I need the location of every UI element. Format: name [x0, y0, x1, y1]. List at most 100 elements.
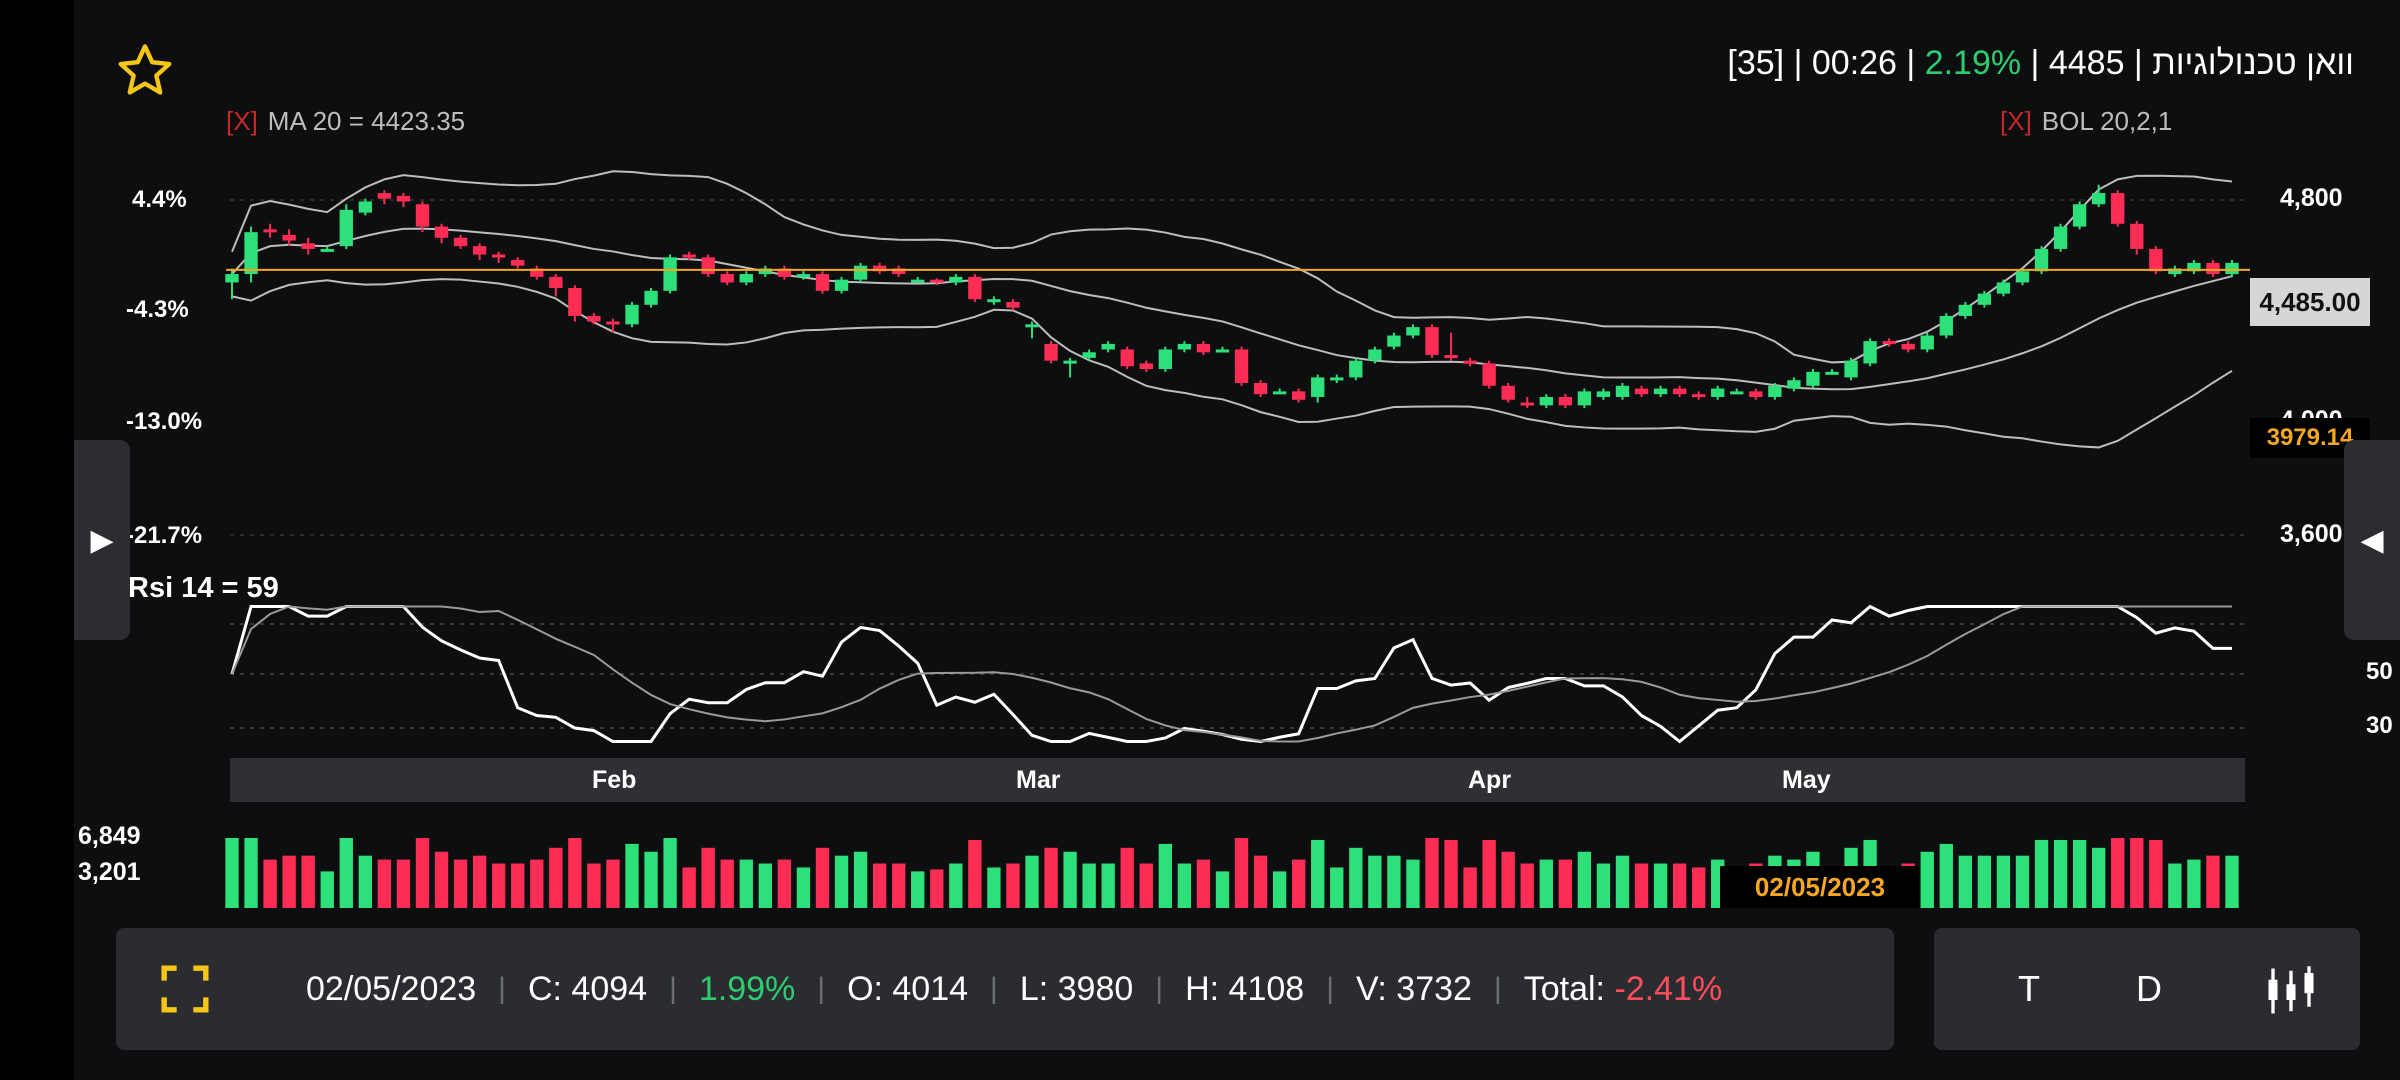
candle-body[interactable]	[1558, 396, 1572, 406]
candle-body[interactable]	[1196, 343, 1211, 353]
candle-body[interactable]	[796, 274, 811, 278]
candle-body[interactable]	[872, 265, 887, 272]
candle-body[interactable]	[987, 299, 1001, 303]
candle-body[interactable]	[1768, 385, 1782, 397]
candle-body[interactable]	[2111, 193, 2125, 224]
candle-body[interactable]	[1349, 360, 1363, 378]
candle-body[interactable]	[1730, 391, 1744, 395]
candle-body[interactable]	[2053, 226, 2068, 249]
candle-body[interactable]	[1444, 355, 1458, 359]
candle-body[interactable]	[1501, 385, 1515, 400]
candle-body[interactable]	[396, 195, 411, 202]
candle-body[interactable]	[1901, 343, 1915, 350]
candle-body[interactable]	[1368, 349, 1382, 361]
candle-body[interactable]	[2187, 262, 2201, 272]
candle-body[interactable]	[434, 226, 449, 238]
candle-body[interactable]	[1672, 388, 1687, 395]
candle-body[interactable]	[853, 265, 868, 280]
remove-ma-button[interactable]: [X]	[226, 106, 258, 136]
arrow-left-icon[interactable]: ▶	[74, 440, 130, 640]
candle-body[interactable]	[2072, 204, 2087, 227]
candle-body[interactable]	[968, 276, 982, 300]
candle-body[interactable]	[682, 254, 696, 258]
candle-body[interactable]	[1692, 394, 1706, 398]
candle-body[interactable]	[492, 254, 506, 258]
candle-body[interactable]	[1425, 327, 1439, 356]
candle-body[interactable]	[1101, 343, 1115, 350]
candle-body[interactable]	[1996, 282, 2011, 294]
candle-body[interactable]	[1177, 343, 1192, 350]
candle-body[interactable]	[1577, 391, 1592, 406]
candle-body[interactable]	[587, 315, 601, 322]
candle-body[interactable]	[339, 209, 353, 247]
candle-body[interactable]	[1653, 388, 1668, 395]
candle-body[interactable]	[758, 268, 772, 275]
candle-body[interactable]	[1234, 349, 1249, 383]
candle-body[interactable]	[320, 248, 334, 252]
candle-body[interactable]	[663, 257, 677, 291]
candle-body[interactable]	[1596, 391, 1611, 397]
candle-body[interactable]	[1311, 377, 1325, 397]
candle-body[interactable]	[1082, 352, 1096, 358]
candle-body[interactable]	[720, 274, 734, 283]
candle-body[interactable]	[1920, 335, 1934, 350]
candle-body[interactable]	[1463, 360, 1477, 364]
remove-bol-button[interactable]: [X]	[2000, 106, 2032, 136]
candle-body[interactable]	[225, 274, 239, 283]
candle-body[interactable]	[358, 201, 372, 213]
star-icon[interactable]	[114, 40, 176, 102]
candle-body[interactable]	[301, 243, 315, 249]
candle-body[interactable]	[377, 193, 392, 199]
candle-body[interactable]	[930, 279, 944, 283]
candle-body[interactable]	[2034, 248, 2049, 272]
candle-body[interactable]	[2225, 262, 2239, 275]
candle-body[interactable]	[1387, 335, 1401, 347]
candle-body[interactable]	[1139, 363, 1153, 370]
candle-body[interactable]	[949, 276, 963, 283]
candle-body[interactable]	[1520, 402, 1534, 406]
candle-body[interactable]	[644, 290, 658, 305]
candle-body[interactable]	[2149, 248, 2163, 272]
candle-body[interactable]	[2092, 193, 2106, 205]
bol-indicator[interactable]: [X] BOL 20,2,1	[2000, 106, 2172, 137]
candle-body[interactable]	[2206, 262, 2220, 275]
arrow-right-icon[interactable]: ◀	[2344, 440, 2400, 640]
candle-body[interactable]	[1120, 349, 1134, 367]
candle-body[interactable]	[834, 279, 849, 291]
candle-body[interactable]	[1615, 385, 1630, 397]
candle-body[interactable]	[739, 274, 753, 283]
candle-body[interactable]	[1634, 388, 1649, 395]
candle-body[interactable]	[1253, 383, 1268, 395]
candle-body[interactable]	[1539, 396, 1553, 406]
candle-body[interactable]	[1939, 315, 1953, 336]
candle-body[interactable]	[568, 288, 582, 316]
candle-body[interactable]	[2168, 268, 2182, 275]
candle-body[interactable]	[1215, 349, 1230, 353]
candle-body[interactable]	[1882, 341, 1896, 345]
candle-body[interactable]	[1482, 363, 1496, 386]
ma-indicator[interactable]: [X] MA 20 = 4423.35	[226, 106, 465, 137]
candle-body[interactable]	[282, 234, 296, 241]
candle-body[interactable]	[472, 246, 487, 255]
candle-body[interactable]	[1158, 349, 1172, 370]
candle-body[interactable]	[1406, 327, 1420, 336]
candle-body[interactable]	[549, 276, 563, 289]
candle-body[interactable]	[1749, 391, 1763, 397]
candle-body[interactable]	[1330, 377, 1344, 381]
candle-body[interactable]	[2130, 223, 2144, 249]
candle-body[interactable]	[892, 268, 906, 275]
candle-body[interactable]	[1787, 380, 1801, 389]
candle-body[interactable]	[625, 304, 639, 325]
candle-body[interactable]	[511, 260, 525, 266]
candle-body[interactable]	[701, 257, 715, 275]
candle-body[interactable]	[1806, 371, 1820, 386]
candle-body[interactable]	[815, 274, 830, 291]
candle-body[interactable]	[263, 229, 277, 233]
candle-body[interactable]	[1006, 302, 1020, 308]
candle-body[interactable]	[1844, 360, 1858, 378]
candle-body[interactable]	[453, 237, 468, 247]
candle-body[interactable]	[1958, 304, 1972, 316]
fullscreen-icon[interactable]	[160, 964, 210, 1014]
candle-body[interactable]	[1711, 388, 1725, 397]
